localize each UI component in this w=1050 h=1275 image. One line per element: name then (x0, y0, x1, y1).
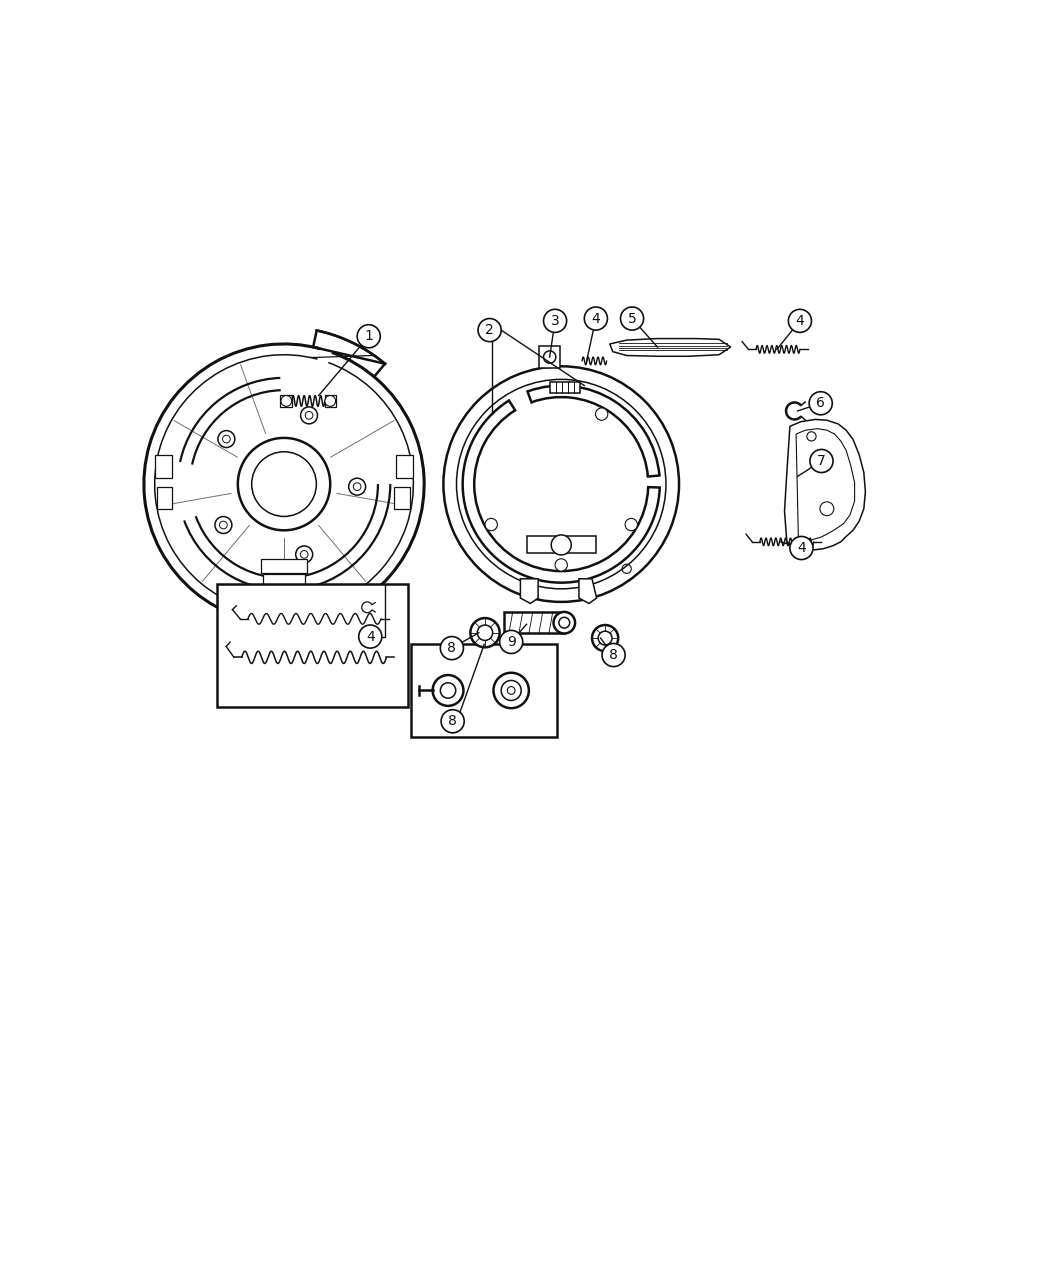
Circle shape (478, 319, 501, 342)
Circle shape (555, 558, 567, 571)
Bar (158, 487, 172, 509)
Circle shape (789, 310, 812, 333)
Bar (264, 574, 304, 585)
Bar (412, 644, 558, 737)
Circle shape (584, 307, 607, 330)
Bar (397, 455, 414, 478)
Circle shape (324, 395, 336, 407)
Circle shape (237, 437, 330, 530)
Text: 4: 4 (796, 314, 804, 328)
Circle shape (602, 644, 625, 667)
Text: 7: 7 (817, 454, 826, 468)
Text: 8: 8 (447, 641, 457, 655)
Bar (504, 612, 564, 634)
Circle shape (595, 408, 608, 421)
Text: 4: 4 (797, 541, 805, 555)
Circle shape (349, 478, 365, 495)
Bar (394, 487, 410, 509)
Circle shape (296, 546, 313, 562)
Circle shape (494, 673, 529, 708)
Text: 4: 4 (365, 630, 375, 644)
Circle shape (621, 307, 644, 330)
Circle shape (281, 395, 292, 407)
Circle shape (300, 407, 317, 423)
Text: 4: 4 (591, 311, 601, 325)
Text: 3: 3 (550, 314, 560, 328)
Circle shape (359, 625, 382, 648)
Bar (550, 382, 581, 393)
Circle shape (485, 519, 498, 530)
Circle shape (357, 325, 380, 348)
Bar (539, 347, 561, 367)
Circle shape (440, 636, 463, 659)
Text: 5: 5 (628, 311, 636, 325)
Polygon shape (579, 579, 596, 603)
Text: 6: 6 (816, 397, 825, 411)
Bar (324, 395, 336, 407)
Circle shape (441, 710, 464, 733)
Circle shape (551, 536, 571, 555)
Polygon shape (784, 419, 865, 551)
Circle shape (810, 450, 833, 473)
Polygon shape (521, 579, 538, 603)
Bar (280, 395, 292, 407)
Bar (154, 455, 171, 478)
Circle shape (544, 310, 567, 333)
Text: 9: 9 (507, 635, 516, 649)
Circle shape (215, 516, 232, 533)
Bar (217, 584, 408, 708)
Text: 2: 2 (485, 323, 494, 337)
Circle shape (790, 537, 813, 560)
Bar (527, 537, 596, 553)
Circle shape (218, 431, 235, 448)
Text: 1: 1 (364, 329, 373, 343)
Bar (260, 558, 307, 572)
Polygon shape (610, 339, 731, 356)
Circle shape (810, 391, 833, 414)
Circle shape (500, 630, 523, 654)
Circle shape (592, 625, 618, 652)
Circle shape (625, 519, 637, 530)
Circle shape (470, 618, 500, 648)
Circle shape (553, 612, 575, 634)
Text: 8: 8 (448, 714, 457, 728)
Text: 8: 8 (609, 648, 618, 662)
Circle shape (433, 674, 463, 706)
